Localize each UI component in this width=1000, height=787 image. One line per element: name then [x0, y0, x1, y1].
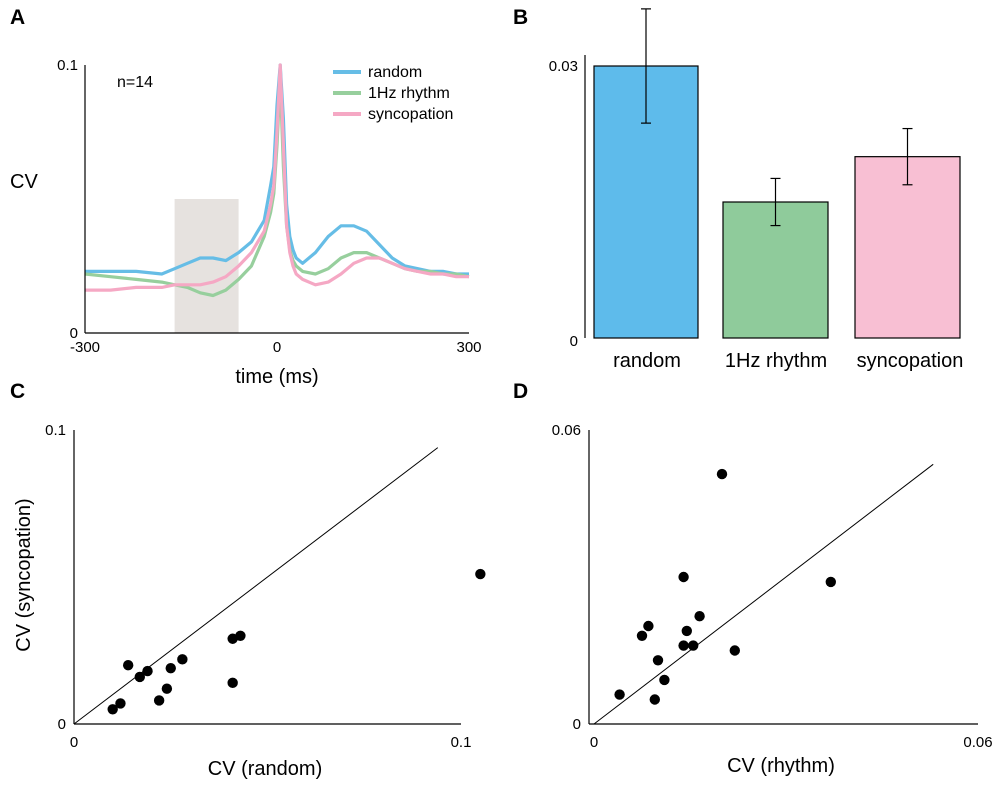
x-tick-left: 0	[70, 734, 78, 751]
n-annotation: n=14	[117, 74, 153, 91]
panel-a: 0.1 0 -300 0 300 time (ms) CV n=14 rando…	[10, 57, 482, 388]
scatter-point	[235, 630, 246, 641]
scatter-point	[134, 671, 145, 683]
scatter-point	[825, 576, 836, 588]
category-label-syncopation: syncopation	[857, 350, 964, 372]
y-tick-top: 0.1	[45, 422, 66, 439]
y-tick-bottom: 0	[573, 716, 581, 733]
scatter-point	[643, 620, 654, 632]
category-label-1hz-rhythm: 1Hz rhythm	[725, 350, 827, 372]
series-lines	[84, 63, 470, 298]
scatter-point	[694, 611, 705, 622]
x-tick-left: 0	[590, 734, 598, 751]
y-axis-title: CV (syncopation)	[13, 498, 35, 651]
scatter-point	[678, 640, 689, 651]
legend-label-syncopation: syncopation	[368, 106, 453, 123]
y-tick-bottom: 0	[70, 325, 78, 342]
scatter-point	[729, 645, 740, 656]
y-tick-bottom: 0	[570, 333, 578, 350]
scatter-point	[227, 677, 238, 689]
category-label-random: random	[613, 350, 681, 372]
scatter-point	[659, 674, 670, 686]
bar-syncopation	[854, 156, 961, 339]
x-tick-right: 300	[456, 339, 481, 356]
y-tick-top: 0.06	[552, 422, 581, 439]
panel-letter-c: C	[10, 380, 25, 403]
x-tick-left: -300	[70, 339, 100, 356]
x-tick-right: 0.1	[451, 734, 472, 751]
shaded-window	[174, 199, 239, 333]
panel-letter-b: B	[513, 6, 528, 29]
scatter-point	[688, 640, 699, 651]
x-tick-middle: 0	[273, 339, 281, 356]
scatter-point	[716, 468, 728, 480]
scatter-points	[107, 568, 486, 715]
y-tick-top: 0.1	[57, 57, 78, 74]
scatter-point	[165, 662, 176, 674]
scatter-point	[649, 694, 660, 705]
x-axis-title: CV (rhythm)	[727, 755, 835, 777]
legend-label-1hz-rhythm: 1Hz rhythm	[368, 85, 450, 102]
panel-d: 0.06 0 0 0.06 CV (rhythm)	[552, 422, 993, 777]
x-axis-title: CV (random)	[208, 758, 322, 780]
bar-1hz-rhythm	[722, 201, 829, 339]
series-line-syncopation	[85, 63, 469, 292]
panel-b: 0.03 0 random 1Hz rhythm syncopation	[549, 8, 964, 372]
identity-line	[593, 463, 934, 725]
scatter-point	[153, 695, 165, 706]
scatter-point	[614, 689, 625, 700]
scatter-point	[681, 625, 692, 637]
y-tick-top: 0.03	[549, 58, 578, 75]
panel-c: 0.1 0 0 0.1 CV (random) CV (syncopation)	[13, 422, 486, 780]
legend: random 1Hz rhythm syncopation	[333, 64, 453, 123]
scatter-points	[614, 468, 836, 705]
y-tick-bottom: 0	[58, 716, 66, 733]
panel-letter-d: D	[513, 380, 528, 403]
y-axis-title: CV	[10, 171, 38, 193]
panel-letter-a: A	[10, 6, 25, 29]
scatter-point	[177, 654, 188, 665]
bars	[593, 8, 961, 339]
scatter-point	[107, 704, 118, 715]
scatter-point	[678, 571, 689, 583]
scatter-point	[115, 698, 126, 709]
scatter-point	[652, 655, 664, 666]
x-axis-title: time (ms)	[235, 366, 318, 388]
scatter-point	[636, 630, 648, 641]
identity-line	[73, 447, 439, 725]
legend-label-random: random	[368, 64, 422, 81]
scatter-point	[161, 683, 173, 694]
scatter-point	[142, 665, 153, 677]
x-tick-right: 0.06	[963, 734, 992, 751]
scatter-point	[122, 660, 134, 671]
scatter-point	[475, 568, 486, 580]
